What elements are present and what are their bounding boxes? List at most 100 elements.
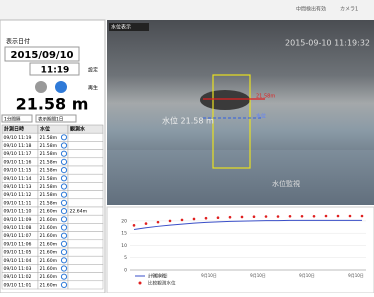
date-label: 表示日付 <box>6 38 30 46</box>
y-tick-label: 5 <box>124 255 127 261</box>
cell-text: 09/10 11:10 <box>4 209 32 215</box>
cell-text: 21.58m <box>40 184 58 190</box>
series-dot <box>169 220 172 223</box>
cell <box>68 191 103 199</box>
cell-text: 21.58m <box>40 168 58 174</box>
cell-text: 09/10 11:03 <box>4 266 32 272</box>
x-tick-label: 9月10日 <box>348 273 364 278</box>
cell-text: 21.60m <box>40 274 58 280</box>
cell <box>68 174 103 182</box>
cell-text: 21.60m <box>40 250 58 256</box>
cell-text: 09/10 11:14 <box>4 176 32 182</box>
cell-text: 21.60m <box>40 217 58 223</box>
cell-text: 09/10 11:19 <box>4 135 32 141</box>
camera: カメラ1 <box>340 7 358 13</box>
video-title: 水位表示 <box>111 24 131 31</box>
series-dot <box>349 215 352 218</box>
x-tick-label: 9月10日 <box>201 273 217 278</box>
series-dot <box>241 216 244 219</box>
y-tick-label: 20 <box>121 218 127 224</box>
cell-text: 21.58m <box>40 143 58 149</box>
cell-text: 09/10 11:09 <box>4 217 32 223</box>
cell-text: 21.60m <box>40 225 58 231</box>
series-dot <box>313 215 316 218</box>
series-dot <box>337 215 340 218</box>
bottom-label: 水位監視 <box>272 179 300 188</box>
series-dot <box>193 218 196 221</box>
chart-panel <box>107 207 374 293</box>
cell-text: 09/10 11:04 <box>4 258 32 264</box>
series-dot <box>301 215 304 218</box>
series-dot <box>289 215 292 218</box>
timestamp: 2015-09-10 11:19:32 <box>285 39 370 48</box>
cell-text: 21.60m <box>40 233 58 239</box>
cell-text: 22.64m <box>70 209 88 215</box>
water <box>107 150 374 205</box>
cell-text: 09/10 11:13 <box>4 184 32 190</box>
cell <box>68 215 103 223</box>
series-dot <box>205 217 208 220</box>
play-icon[interactable] <box>55 81 67 93</box>
cell <box>68 158 103 166</box>
cell <box>68 264 103 272</box>
series-dot <box>229 216 232 219</box>
cell-text: 09/10 11:06 <box>4 241 32 247</box>
cell <box>68 248 103 256</box>
series-dot <box>253 215 256 218</box>
series-dot <box>157 221 160 224</box>
set-button[interactable]: 設定 <box>88 67 98 74</box>
series-dot <box>277 215 280 218</box>
cell <box>68 150 103 158</box>
series-dot <box>325 215 328 218</box>
play-button[interactable]: 再生 <box>88 85 98 92</box>
cell <box>68 256 103 264</box>
cell <box>68 281 103 289</box>
series-dot <box>217 216 220 219</box>
object <box>200 90 250 110</box>
cell-text: 09/10 11:17 <box>4 151 32 157</box>
cell-text: 09/10 11:11 <box>4 200 32 206</box>
x-tick-label: 9月10日 <box>250 273 266 278</box>
cell-text: 09/10 11:07 <box>4 233 32 239</box>
cell-text: 21.60m <box>40 258 58 264</box>
line-label: 21.58m <box>256 94 275 100</box>
level: 21.58 m <box>16 95 89 114</box>
date: 2015/09/10 <box>11 50 74 61</box>
cell <box>68 166 103 174</box>
cell-text: 09/10 11:05 <box>4 250 32 256</box>
x-tick-label: 9月10日 <box>299 273 315 278</box>
page: 中間検出有効 カメラ1 表示日付 2015/09/10 11:19 設定 再生 … <box>0 0 374 293</box>
cell-text: 21.60m <box>40 282 58 288</box>
cell-text: 21.58m <box>40 176 58 182</box>
series-dot <box>181 219 184 222</box>
cell-text: 09/10 11:01 <box>4 282 32 288</box>
cell-text: 21.58m <box>40 200 58 206</box>
series-dot <box>265 215 268 218</box>
cell <box>68 223 103 231</box>
cell <box>68 240 103 248</box>
cell-text: 21.60m <box>40 241 58 247</box>
cell-text: 21.58m <box>40 159 58 165</box>
ref-label: 水位 <box>256 113 266 120</box>
level-label: 水位 21.58 m <box>162 116 214 126</box>
cell <box>68 232 103 240</box>
cell-text: 21.58m <box>40 151 58 157</box>
column-header: 水位 <box>39 126 50 133</box>
cell-text: 09/10 11:08 <box>4 225 32 231</box>
pause-button[interactable] <box>35 81 47 93</box>
legend-label: 計測水位 <box>148 273 167 280</box>
cell-text: 21.58m <box>40 135 58 141</box>
y-tick-label: 0 <box>124 268 127 274</box>
cell-text: 09/10 11:02 <box>4 274 32 280</box>
legend-label: 比較観測水位 <box>148 280 176 287</box>
interval: 1分間隔 <box>4 116 21 123</box>
status: 中間検出有効 <box>296 6 326 13</box>
cell <box>68 133 103 141</box>
y-tick-label: 15 <box>121 231 127 237</box>
series-dot <box>145 222 148 225</box>
cell-text: 21.58m <box>40 192 58 198</box>
legend-swatch <box>139 282 142 285</box>
cell <box>68 141 103 149</box>
cell-text: 09/10 11:16 <box>4 159 32 165</box>
